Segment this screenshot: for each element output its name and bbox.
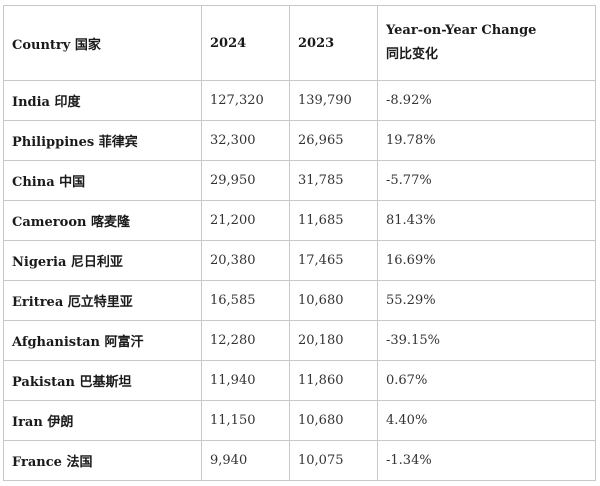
header-yoy-change-zh: 同比变化 — [386, 47, 439, 62]
value-2024-cell: 29,950 — [201, 160, 290, 201]
country-cell: Cameroon 喀麦隆 — [3, 200, 202, 241]
value-2023-cell: 20,180 — [289, 320, 378, 361]
value-2024-cell: 9,940 — [201, 440, 290, 481]
table-row: Afghanistan 阿富汗 12,280 20,180 -39.15% — [3, 320, 596, 361]
country-cell: Nigeria 尼日利亚 — [3, 240, 202, 281]
value-2023-cell: 11,860 — [289, 360, 378, 401]
value-2023-cell: 11,685 — [289, 200, 378, 241]
value-2024-cell: 32,300 — [201, 120, 290, 161]
country-cell: Afghanistan 阿富汗 — [3, 320, 202, 361]
table-row: India 印度 127,320 139,790 -8.92% — [3, 80, 596, 121]
header-yoy-change-en: Year-on-Year Change — [386, 23, 537, 38]
header-2023: 2023 — [289, 5, 378, 81]
yoy-change-cell: 81.43% — [377, 200, 596, 241]
header-yoy-change: Year-on-Year Change 同比变化 — [377, 5, 596, 81]
yoy-change-cell: 19.78% — [377, 120, 596, 161]
yoy-change-cell: -1.34% — [377, 440, 596, 481]
yoy-change-cell: 4.40% — [377, 400, 596, 441]
value-2024-cell: 21,200 — [201, 200, 290, 241]
value-2024-cell: 11,940 — [201, 360, 290, 401]
value-2024-cell: 20,380 — [201, 240, 290, 281]
data-table: Country 国家 2024 2023 Year-on-Year Change… — [3, 5, 596, 481]
yoy-change-cell: 0.67% — [377, 360, 596, 401]
value-2023-cell: 10,680 — [289, 400, 378, 441]
yoy-change-cell: -39.15% — [377, 320, 596, 361]
value-2024-cell: 16,585 — [201, 280, 290, 321]
table-row: Nigeria 尼日利亚 20,380 17,465 16.69% — [3, 240, 596, 281]
country-cell: China 中国 — [3, 160, 202, 201]
value-2023-cell: 10,075 — [289, 440, 378, 481]
value-2024-cell: 12,280 — [201, 320, 290, 361]
country-cell: Pakistan 巴基斯坦 — [3, 360, 202, 401]
yoy-change-cell: -8.92% — [377, 80, 596, 121]
country-cell: Iran 伊朗 — [3, 400, 202, 441]
table-row: China 中国 29,950 31,785 -5.77% — [3, 160, 596, 201]
yoy-change-cell: 16.69% — [377, 240, 596, 281]
value-2023-cell: 17,465 — [289, 240, 378, 281]
value-2023-cell: 10,680 — [289, 280, 378, 321]
table-row: Pakistan 巴基斯坦 11,940 11,860 0.67% — [3, 360, 596, 401]
table-row: France 法国 9,940 10,075 -1.34% — [3, 440, 596, 481]
header-row: Country 国家 2024 2023 Year-on-Year Change… — [3, 5, 596, 81]
table-body: India 印度 127,320 139,790 -8.92% Philippines … — [3, 80, 596, 481]
header-2024: 2024 — [201, 5, 290, 81]
table-row: Iran 伊朗 11,150 10,680 4.40% — [3, 400, 596, 441]
value-2023-cell: 26,965 — [289, 120, 378, 161]
table-row: Eritrea 厄立特里亚 16,585 10,680 55.29% — [3, 280, 596, 321]
table-row: Cameroon 喀麦隆 21,200 11,685 81.43% — [3, 200, 596, 241]
value-2023-cell: 31,785 — [289, 160, 378, 201]
country-cell: France 法国 — [3, 440, 202, 481]
country-cell: India 印度 — [3, 80, 202, 121]
table-row: Philippines 菲律宾 32,300 26,965 19.78% — [3, 120, 596, 161]
yoy-change-cell: 55.29% — [377, 280, 596, 321]
country-cell: Philippines 菲律宾 — [3, 120, 202, 161]
value-2023-cell: 139,790 — [289, 80, 378, 121]
value-2024-cell: 127,320 — [201, 80, 290, 121]
header-country: Country 国家 — [3, 5, 202, 81]
country-cell: Eritrea 厄立特里亚 — [3, 280, 202, 321]
value-2024-cell: 11,150 — [201, 400, 290, 441]
yoy-change-cell: -5.77% — [377, 160, 596, 201]
